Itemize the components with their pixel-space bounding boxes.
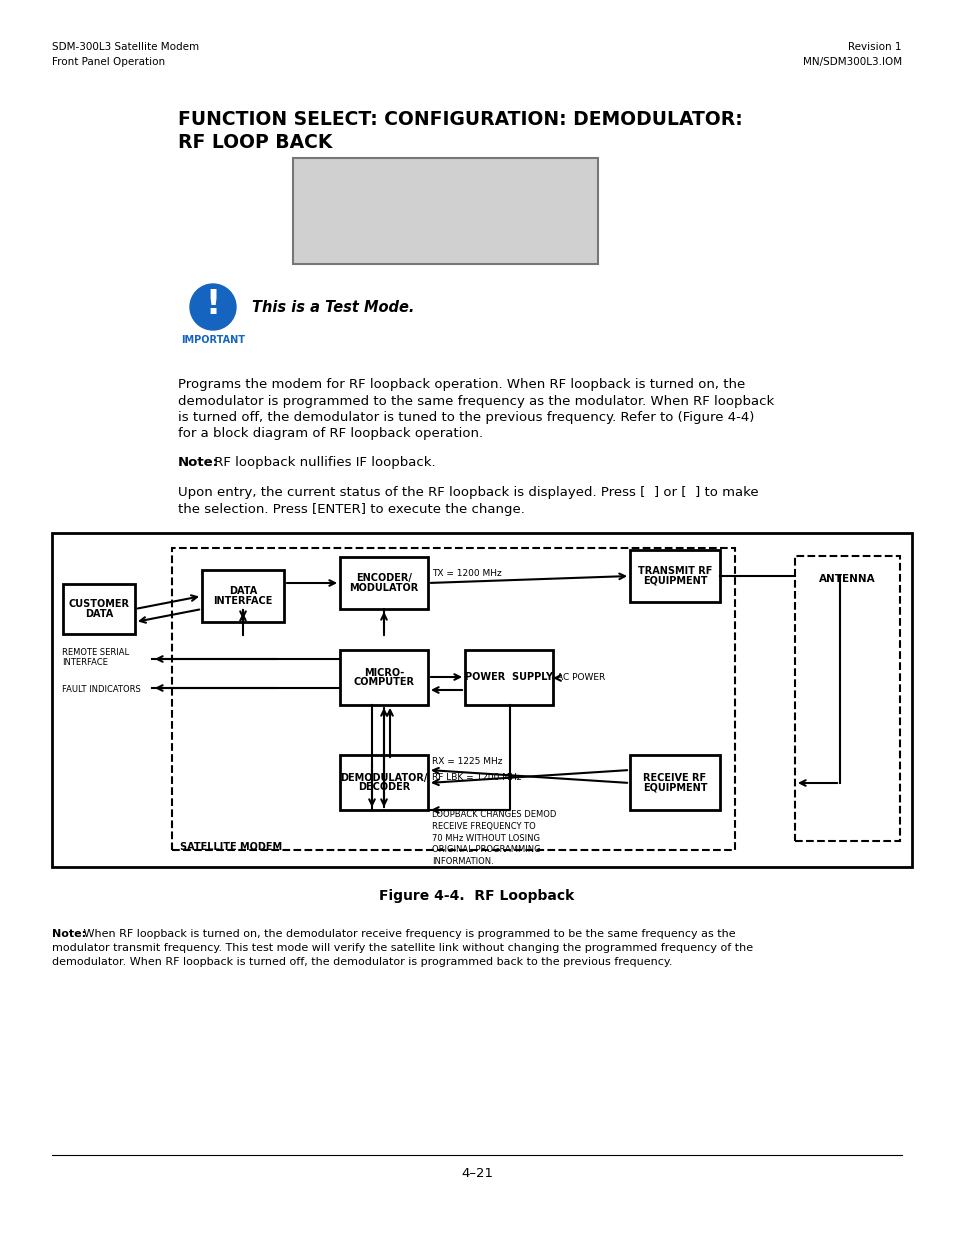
Bar — [339, 650, 428, 705]
Bar — [172, 548, 734, 850]
Text: DATA: DATA — [229, 587, 257, 597]
Bar — [339, 755, 428, 810]
Circle shape — [190, 284, 235, 330]
Text: Programs the modem for RF loopback operation. When RF loopback is turned on, the: Programs the modem for RF loopback opera… — [178, 378, 744, 391]
Text: DEMODULATOR/: DEMODULATOR/ — [340, 773, 427, 783]
Text: RECEIVE RF: RECEIVE RF — [642, 773, 706, 783]
Text: ENCODER/: ENCODER/ — [355, 573, 412, 583]
Text: 4–21: 4–21 — [460, 1167, 493, 1179]
Text: demodulator is programmed to the same frequency as the modulator. When RF loopba: demodulator is programmed to the same fr… — [178, 394, 774, 408]
Text: MICRO-: MICRO- — [363, 668, 404, 678]
Text: FUNCTION SELECT: CONFIGURATION: DEMODULATOR:: FUNCTION SELECT: CONFIGURATION: DEMODULA… — [178, 110, 742, 128]
Text: EQUIPMENT: EQUIPMENT — [642, 782, 706, 792]
Text: DATA: DATA — [85, 609, 113, 619]
Bar — [794, 556, 899, 841]
Text: REMOTE SERIAL
INTERFACE: REMOTE SERIAL INTERFACE — [62, 648, 129, 667]
Bar — [629, 755, 720, 810]
Text: AC POWER: AC POWER — [557, 673, 604, 683]
Text: POWER  SUPPLY: POWER SUPPLY — [464, 673, 553, 683]
Text: RF LBK = 1200 MHz: RF LBK = 1200 MHz — [432, 773, 521, 783]
Bar — [293, 158, 598, 264]
Text: CUSTOMER: CUSTOMER — [69, 599, 130, 609]
Text: MODULATOR: MODULATOR — [349, 583, 418, 593]
Text: for a block diagram of RF loopback operation.: for a block diagram of RF loopback opera… — [178, 427, 482, 441]
Text: Revision 1: Revision 1 — [847, 42, 901, 52]
Text: RF LOOP BACK: RF LOOP BACK — [178, 133, 332, 152]
Bar — [629, 550, 720, 601]
Text: This is a Test Mode.: This is a Test Mode. — [252, 300, 414, 315]
Text: Upon entry, the current status of the RF loopback is displayed. Press [  ] or [ : Upon entry, the current status of the RF… — [178, 487, 758, 499]
Text: Note:: Note: — [178, 456, 219, 469]
Text: the selection. Press [ENTER] to execute the change.: the selection. Press [ENTER] to execute … — [178, 503, 524, 515]
Bar — [52, 534, 911, 867]
Text: Front Panel Operation: Front Panel Operation — [52, 57, 165, 67]
Text: MN/SDM300L3.IOM: MN/SDM300L3.IOM — [802, 57, 901, 67]
Text: IMPORTANT: IMPORTANT — [181, 335, 245, 345]
Text: TRANSMIT RF: TRANSMIT RF — [638, 567, 712, 577]
Text: LOOPBACK CHANGES DEMOD
RECEIVE FREQUENCY TO
70 MHz WITHOUT LOSING
ORIGINAL PROGR: LOOPBACK CHANGES DEMOD RECEIVE FREQUENCY… — [432, 810, 556, 866]
Bar — [339, 557, 428, 609]
Text: RX = 1225 MHz: RX = 1225 MHz — [432, 757, 502, 767]
Text: When RF loopback is turned on, the demodulator receive frequency is programmed t: When RF loopback is turned on, the demod… — [80, 929, 735, 939]
Text: RF loopback nullifies IF loopback.: RF loopback nullifies IF loopback. — [210, 456, 436, 469]
Text: EQUIPMENT: EQUIPMENT — [642, 576, 706, 585]
Text: INTERFACE: INTERFACE — [213, 595, 273, 605]
Text: SDM-300L3 Satellite Modem: SDM-300L3 Satellite Modem — [52, 42, 199, 52]
Text: is turned off, the demodulator is tuned to the previous frequency. Refer to (Fig: is turned off, the demodulator is tuned … — [178, 411, 754, 424]
Text: COMPUTER: COMPUTER — [354, 677, 414, 687]
Text: Note:: Note: — [52, 929, 86, 939]
Text: DECODER: DECODER — [357, 782, 410, 792]
Text: !: ! — [205, 289, 220, 321]
Text: SATELLITE MODEM: SATELLITE MODEM — [180, 842, 282, 852]
Text: modulator transmit frequency. This test mode will verify the satellite link with: modulator transmit frequency. This test … — [52, 944, 752, 953]
Bar — [464, 650, 553, 705]
Text: Figure 4-4.  RF Loopback: Figure 4-4. RF Loopback — [379, 889, 574, 903]
Text: FAULT INDICATORS: FAULT INDICATORS — [62, 685, 141, 694]
Text: demodulator. When RF loopback is turned off, the demodulator is programmed back : demodulator. When RF loopback is turned … — [52, 957, 672, 967]
Bar — [63, 584, 135, 634]
Bar — [202, 571, 284, 622]
Text: ANTENNA: ANTENNA — [819, 574, 875, 584]
Text: TX = 1200 MHz: TX = 1200 MHz — [432, 568, 501, 578]
